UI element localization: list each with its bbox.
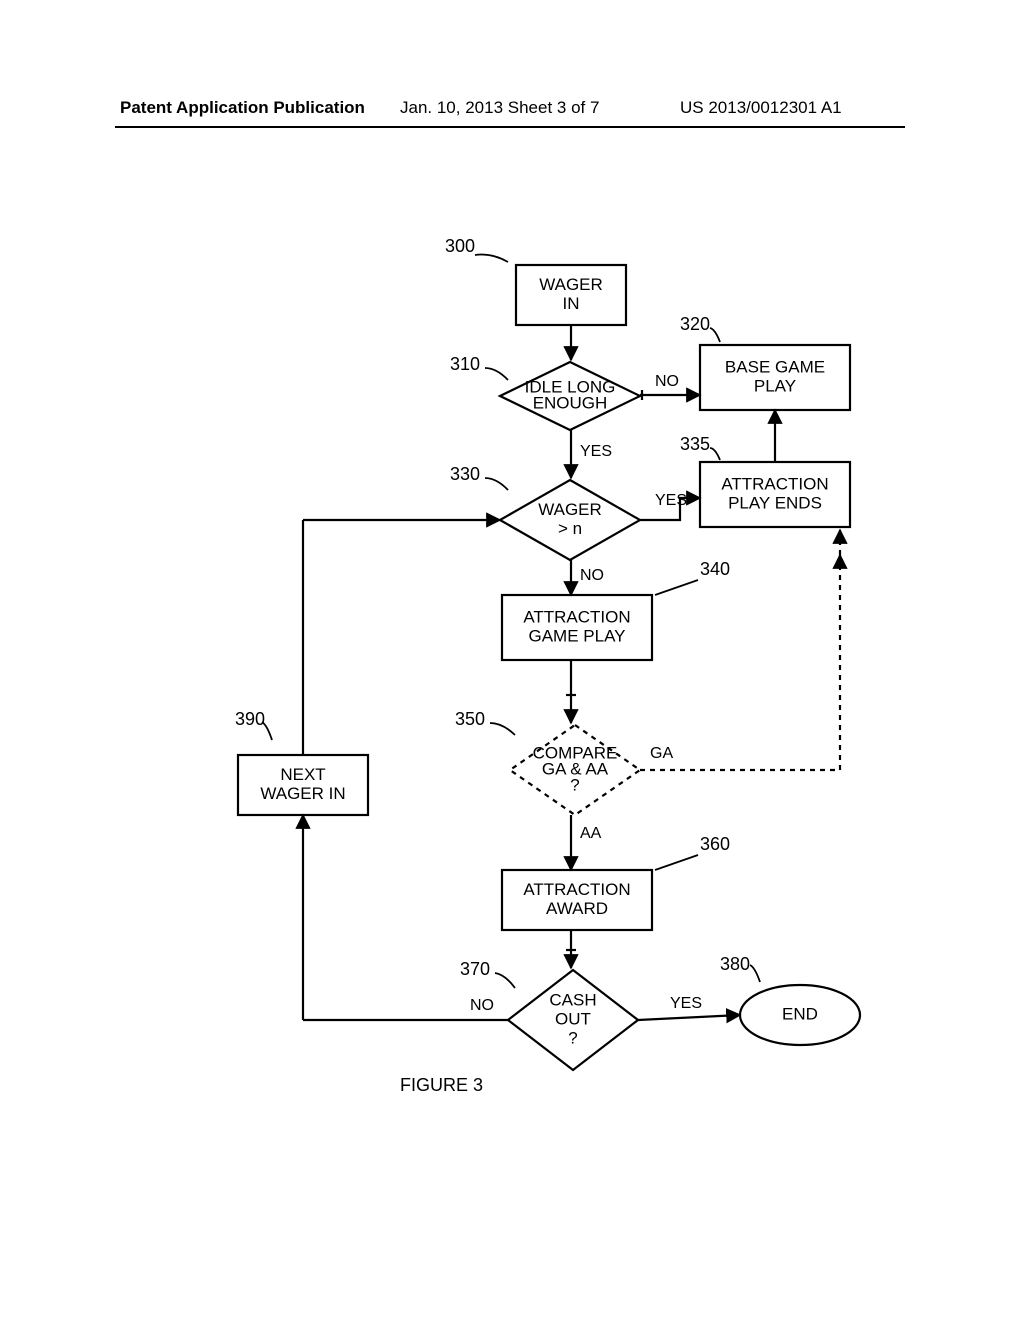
svg-text:310: 310	[450, 354, 480, 374]
svg-text:335: 335	[680, 434, 710, 454]
svg-text:ENOUGH: ENOUGH	[533, 393, 608, 412]
svg-text:AWARD: AWARD	[546, 899, 608, 918]
svg-text:OUT: OUT	[555, 1009, 591, 1028]
svg-text:350: 350	[455, 709, 485, 729]
svg-text:YES: YES	[670, 995, 702, 1012]
svg-text:320: 320	[680, 314, 710, 334]
figure-caption: FIGURE 3	[400, 1075, 483, 1096]
svg-text:360: 360	[700, 834, 730, 854]
svg-text:NO: NO	[470, 997, 494, 1014]
svg-text:AA: AA	[580, 825, 602, 842]
svg-text:?: ?	[568, 1028, 577, 1047]
page: Patent Application Publication Jan. 10, …	[0, 0, 1024, 1320]
svg-text:WAGER IN: WAGER IN	[260, 784, 345, 803]
svg-text:YES: YES	[655, 492, 687, 509]
svg-text:IN: IN	[563, 294, 580, 313]
svg-text:PLAY: PLAY	[754, 376, 796, 395]
svg-text:CASH: CASH	[549, 990, 596, 1009]
svg-text:GAME PLAY: GAME PLAY	[529, 626, 626, 645]
svg-text:330: 330	[450, 464, 480, 484]
svg-text:YES: YES	[580, 443, 612, 460]
svg-text:NEXT: NEXT	[280, 765, 325, 784]
svg-text:380: 380	[720, 954, 750, 974]
svg-text:300: 300	[445, 236, 475, 256]
svg-text:NO: NO	[655, 373, 679, 390]
svg-text:WAGER: WAGER	[539, 275, 603, 294]
svg-text:340: 340	[700, 559, 730, 579]
svg-text:390: 390	[235, 709, 265, 729]
svg-text:ATTRACTION: ATTRACTION	[523, 607, 630, 626]
svg-text:BASE GAME: BASE GAME	[725, 357, 825, 376]
svg-text:GA: GA	[650, 745, 673, 762]
svg-text:ATTRACTION: ATTRACTION	[523, 880, 630, 899]
svg-text:WAGER: WAGER	[538, 500, 602, 519]
flowchart-svg: WAGERIN300IDLE LONGENOUGH310BASE GAMEPLA…	[0, 0, 1024, 1320]
svg-text:NO: NO	[580, 567, 604, 584]
svg-text:> n: > n	[558, 519, 582, 538]
svg-text:?: ?	[570, 775, 579, 794]
svg-text:END: END	[782, 1004, 818, 1023]
svg-text:ATTRACTION: ATTRACTION	[721, 474, 828, 493]
svg-text:PLAY ENDS: PLAY ENDS	[728, 493, 822, 512]
svg-text:370: 370	[460, 959, 490, 979]
